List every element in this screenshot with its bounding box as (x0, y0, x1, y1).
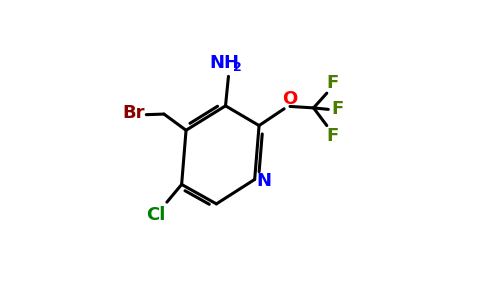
Text: Cl: Cl (146, 206, 166, 224)
Text: N: N (257, 172, 272, 190)
Text: F: F (327, 127, 339, 145)
Text: F: F (331, 100, 343, 118)
Text: NH: NH (209, 54, 239, 72)
Text: F: F (327, 74, 339, 92)
Text: Br: Br (122, 104, 145, 122)
Text: 2: 2 (233, 61, 242, 74)
Text: O: O (282, 90, 297, 108)
